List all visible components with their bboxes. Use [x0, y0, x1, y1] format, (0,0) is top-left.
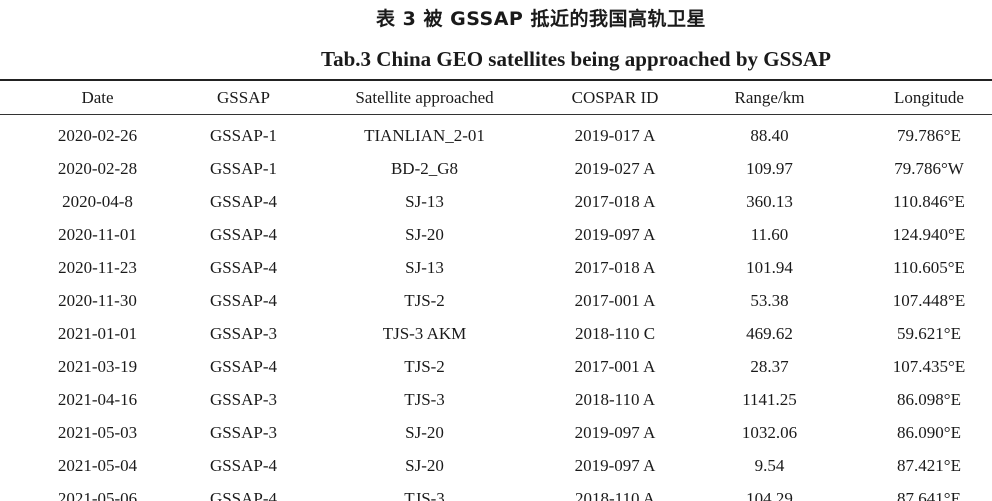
table-caption-english: Tab.3 China GEO satellites being approac… — [321, 47, 831, 71]
cell-longitude: 110.846°E — [893, 192, 965, 211]
cell-range: 9.54 — [754, 456, 785, 475]
cell-longitude: 86.090°E — [897, 423, 961, 442]
table-row: 2021-03-19 GSSAP-4 TJS-2 2017-001 A 28.37 107… — [0, 350, 992, 383]
cell-satellite: SJ-13 — [405, 192, 444, 211]
header-gssap: GSSAP — [217, 88, 270, 107]
cell-satellite: TJS-2 — [404, 291, 445, 310]
table-row: 2021-05-04 GSSAP-4 SJ-20 2019-097 A 9.54 87.4… — [0, 449, 992, 482]
cell-longitude: 87.421°E — [897, 456, 961, 475]
cell-date: 2020-11-01 — [58, 225, 137, 244]
table-body: 2020-02-26 GSSAP-1 TIANLIAN_2-01 2019-017 A… — [0, 114, 992, 501]
cell-longitude: 110.605°E — [893, 258, 965, 277]
cell-longitude: 59.621°E — [897, 324, 961, 343]
header-row: Date GSSAP Satellite approached COSPAR I… — [0, 81, 992, 114]
table-row: 2020-11-01 GSSAP-4 SJ-20 2019-097 A 11.60 124… — [0, 218, 992, 251]
cell-gssap: GSSAP-1 — [209, 159, 278, 178]
cell-date: 2021-04-16 — [57, 390, 138, 409]
cell-gssap: GSSAP-4 — [209, 357, 278, 376]
cell-satellite: SJ-20 — [405, 225, 444, 244]
cell-gssap: GSSAP-3 — [209, 390, 278, 409]
cell-cospar-id: 2017-018 A — [574, 192, 656, 211]
header-date: Date — [81, 88, 114, 107]
table-row: 2020-11-30 GSSAP-4 TJS-2 2017-001 A 53.38 107… — [0, 284, 992, 317]
cell-satellite: SJ-20 — [405, 423, 444, 442]
table-row: 2021-04-16 GSSAP-3 TJS-3 2018-110 A 1141.25 8… — [0, 383, 992, 416]
cell-date: 2021-05-06 — [57, 489, 138, 501]
cell-satellite: BD-2_G8 — [390, 159, 459, 178]
cell-cospar-id: 2019-017 A — [574, 126, 656, 145]
cell-gssap: GSSAP-4 — [209, 192, 278, 211]
header-cospar-id: COSPAR ID — [571, 88, 659, 107]
table-header-rule — [0, 114, 992, 115]
cell-satellite: SJ-20 — [405, 456, 444, 475]
cell-cospar-id: 2017-018 A — [574, 258, 656, 277]
cell-date: 2020-04-8 — [62, 192, 133, 211]
table-header: Date GSSAP Satellite approached COSPAR I… — [0, 81, 992, 114]
table-row: 2021-05-03 GSSAP-3 SJ-20 2019-097 A 1032.06 8… — [0, 416, 992, 449]
cell-satellite: TJS-2 — [404, 357, 445, 376]
cell-satellite: TIANLIAN_2-01 — [364, 126, 485, 145]
cell-gssap: GSSAP-4 — [209, 489, 278, 501]
cell-gssap: GSSAP-4 — [209, 291, 278, 310]
cell-gssap: GSSAP-4 — [209, 225, 278, 244]
cell-cospar-id: 2019-097 A — [574, 225, 656, 244]
cell-satellite: TJS-3 AKM — [382, 324, 467, 343]
cell-longitude: 124.940°E — [892, 225, 966, 244]
cell-range: 109.97 — [746, 159, 793, 178]
cell-gssap: GSSAP-1 — [209, 126, 278, 145]
cell-date: 2020-02-28 — [57, 159, 138, 178]
cell-range: 360.13 — [746, 192, 793, 211]
cell-range: 11.60 — [750, 225, 789, 244]
cell-longitude: 79.786°W — [894, 159, 964, 178]
cell-date: 2021-05-03 — [57, 423, 138, 442]
cell-cospar-id: 2017-001 A — [574, 357, 656, 376]
cell-satellite: TJS-3 — [404, 489, 445, 501]
cell-range: 469.62 — [746, 324, 793, 343]
cell-date: 2020-02-26 — [57, 126, 138, 145]
cell-longitude: 107.435°E — [892, 357, 966, 376]
cell-gssap: GSSAP-4 — [209, 456, 278, 475]
header-range: Range/km — [734, 88, 805, 107]
cell-cospar-id: 2019-097 A — [574, 456, 656, 475]
cell-cospar-id: 2018-110 C — [574, 324, 656, 343]
cell-cospar-id: 2019-027 A — [574, 159, 656, 178]
cell-cospar-id: 2019-097 A — [574, 423, 656, 442]
cell-cospar-id: 2017-001 A — [574, 291, 656, 310]
table-caption-chinese: 表 3 被 GSSAP 抵近的我国高轨卫星 — [376, 8, 706, 30]
cell-date: 2021-01-01 — [57, 324, 138, 343]
cell-range: 28.37 — [750, 357, 789, 376]
cell-longitude: 87.641°E — [897, 489, 961, 501]
table-top-rule — [0, 79, 992, 81]
cell-range: 1032.06 — [741, 423, 798, 442]
cell-range: 104.29 — [746, 489, 793, 501]
cell-range: 53.38 — [750, 291, 789, 310]
cell-date: 2020-11-30 — [58, 291, 137, 310]
table-row: 2020-02-26 GSSAP-1 TIANLIAN_2-01 2019-017 A… — [0, 114, 992, 152]
cell-gssap: GSSAP-4 — [209, 258, 278, 277]
cell-range: 1141.25 — [742, 390, 797, 409]
cell-satellite: TJS-3 — [404, 390, 445, 409]
cell-date: 2021-05-04 — [57, 456, 138, 475]
table-row: 2021-05-06 GSSAP-4 TJS-3 2018-110 A 104.29 87… — [0, 482, 992, 501]
table-row: 2020-02-28 GSSAP-1 BD-2_G8 2019-027 A 109.97… — [0, 152, 992, 185]
cell-longitude: 107.448°E — [892, 291, 966, 310]
satellite-approach-table: Date GSSAP Satellite approached COSPAR I… — [0, 81, 992, 501]
cell-gssap: GSSAP-3 — [209, 423, 278, 442]
table-row: 2020-04-8 GSSAP-4 SJ-13 2017-018 A 360.13 110… — [0, 185, 992, 218]
cell-satellite: SJ-13 — [405, 258, 444, 277]
header-longitude: Longitude — [894, 88, 964, 107]
table-row: 2020-11-23 GSSAP-4 SJ-13 2017-018 A 101.94 11… — [0, 251, 992, 284]
cell-gssap: GSSAP-3 — [209, 324, 278, 343]
header-satellite-approached: Satellite approached — [355, 88, 494, 107]
cell-range: 101.94 — [746, 258, 793, 277]
cell-cospar-id: 2018-110 A — [574, 489, 656, 501]
cell-range: 88.40 — [750, 126, 789, 145]
cell-date: 2021-03-19 — [57, 357, 138, 376]
cell-longitude: 86.098°E — [897, 390, 961, 409]
cell-date: 2020-11-23 — [58, 258, 137, 277]
cell-cospar-id: 2018-110 A — [574, 390, 656, 409]
cell-longitude: 79.786°E — [897, 126, 961, 145]
table-row: 2021-01-01 GSSAP-3 TJS-3 AKM 2018-110 C 469.… — [0, 317, 992, 350]
